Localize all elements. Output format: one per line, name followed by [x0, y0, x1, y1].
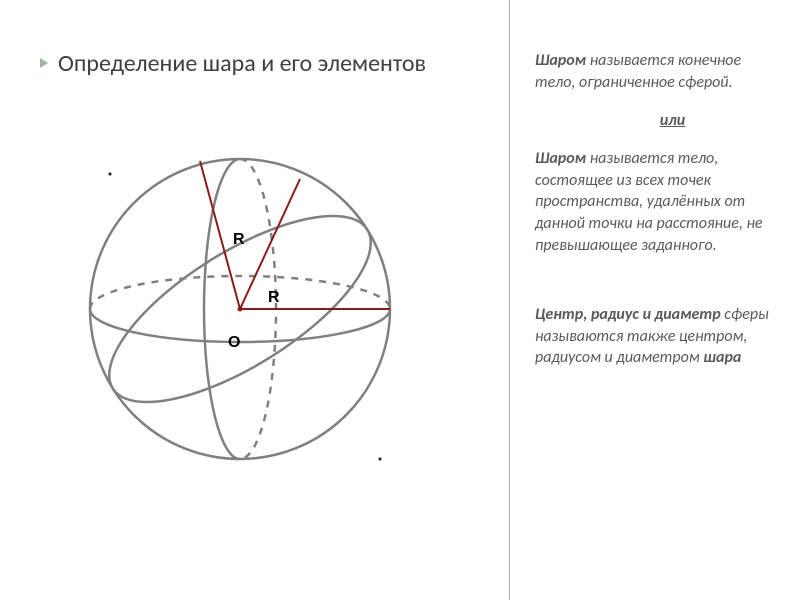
- def1-lead: Шаром: [535, 51, 586, 70]
- label-R-mid: R: [268, 289, 280, 307]
- sphere-svg: [50, 119, 430, 479]
- label-R-top: R: [233, 231, 245, 249]
- or-separator: или: [535, 111, 770, 130]
- label-O: O: [228, 334, 240, 352]
- def3-tail: шара: [703, 348, 741, 367]
- title-row: Определение шара и его элементов: [40, 50, 489, 79]
- left-column: Определение шара и его элементов R R O: [0, 0, 510, 600]
- def3-lead: Центр, радиус и диаметр: [535, 305, 721, 324]
- definition-3: Центр, радиус и диаметр сферы называются…: [535, 304, 770, 369]
- definition-2: Шаром называется тело, состоящее из всех…: [535, 148, 770, 256]
- definition-1: Шаром называется конечное тело, ограниче…: [535, 50, 770, 93]
- right-column: Шаром называется конечное тело, ограниче…: [510, 0, 800, 600]
- def2-lead: Шаром: [535, 149, 586, 168]
- slide-title: Определение шара и его элементов: [58, 50, 426, 79]
- bullet-icon: [40, 58, 48, 68]
- spacer: [535, 274, 770, 304]
- sphere-diagram: R R O: [50, 119, 430, 479]
- slide: Определение шара и его элементов R R O Ш…: [0, 0, 800, 600]
